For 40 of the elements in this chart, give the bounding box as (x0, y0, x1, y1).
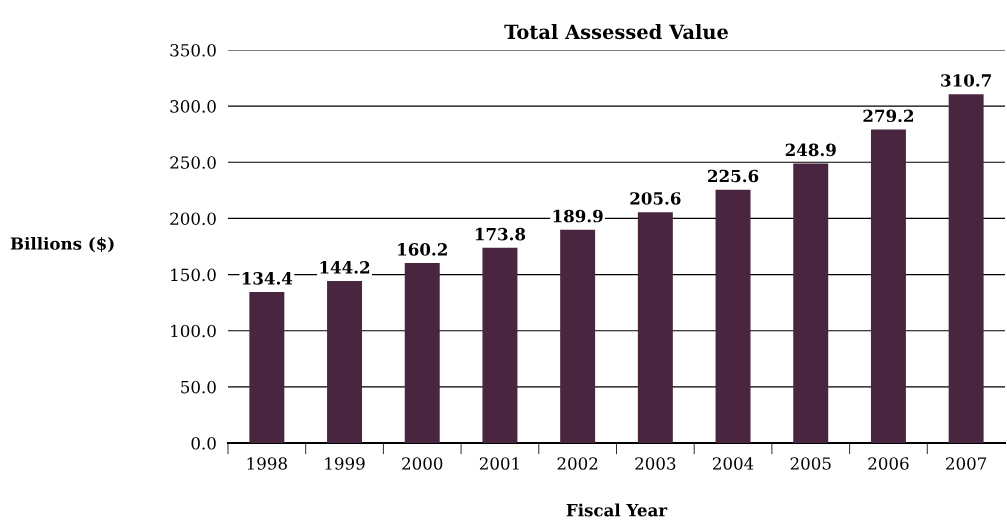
x-tick-label: 2007 (946, 457, 987, 470)
x-tick-label: 1998 (247, 457, 287, 470)
x-tick-label: 2000 (402, 457, 443, 470)
data-label: 310.7 (941, 74, 991, 87)
data-label: 248.9 (785, 143, 836, 157)
data-label: 189.9 (553, 209, 603, 223)
bar (793, 163, 829, 443)
y-tick-label: 150.0 (171, 268, 216, 282)
bar (715, 189, 751, 443)
data-label: 160.2 (398, 243, 447, 256)
bar (327, 281, 363, 443)
x-tick-label: 2005 (790, 457, 831, 470)
bar (249, 292, 285, 443)
y-tick-label: 0.0 (191, 436, 216, 450)
y-tick-label: 200.0 (170, 212, 216, 225)
bar (948, 94, 984, 443)
x-tick-label: 2002 (557, 457, 598, 470)
y-tick-label: 300.0 (170, 100, 216, 113)
y-tick-label: 350.0 (170, 43, 216, 57)
data-label: 134.4 (242, 272, 293, 285)
bar (870, 129, 906, 443)
data-label: 205.6 (630, 192, 681, 205)
y-tick-label: 100.0 (171, 324, 216, 338)
bar (404, 263, 440, 443)
y-axis-title: Billions ($) (10, 236, 114, 253)
x-tick-label: 2001 (479, 457, 519, 470)
bar (560, 229, 596, 443)
x-tick-label: 1999 (325, 457, 365, 470)
y-tick-label: 50.0 (181, 380, 216, 394)
chart-title: Total Assessed Value (504, 24, 728, 40)
x-tick-label: 2003 (635, 457, 676, 470)
x-tick-label: 2004 (712, 457, 754, 470)
data-label: 225.6 (708, 169, 759, 183)
x-tick-label: 2006 (868, 457, 909, 470)
x-axis-title: Fiscal Year (566, 503, 668, 517)
y-tick-label: 250.0 (170, 156, 216, 169)
bar (637, 212, 673, 443)
data-label: 173.8 (475, 227, 526, 241)
data-label: 279.2 (863, 109, 914, 123)
data-label: 144.2 (320, 261, 370, 274)
